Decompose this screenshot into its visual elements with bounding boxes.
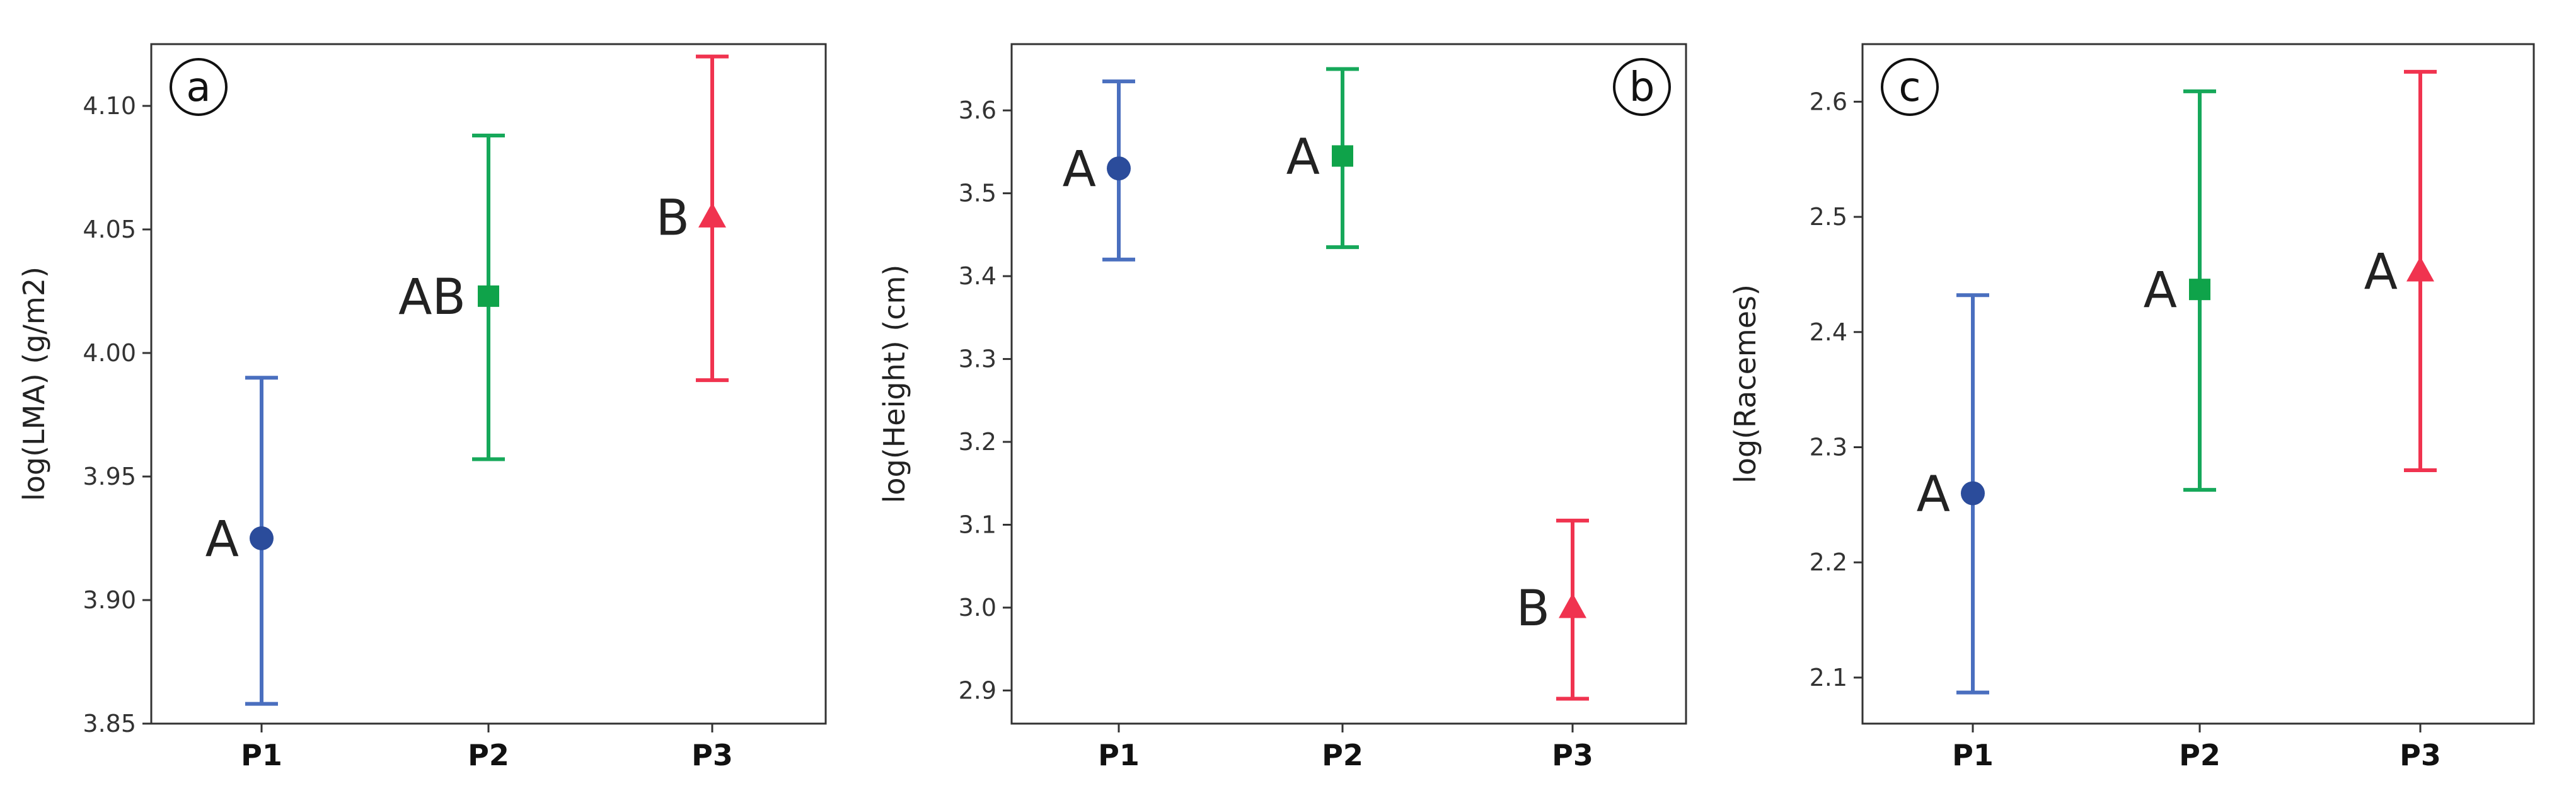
group-letter: A: [1063, 141, 1096, 198]
y-axis-title: log(LMA) (g/m2): [17, 267, 51, 501]
panel-label-badge: c: [1881, 58, 1939, 116]
x-tick-label: P3: [1552, 738, 1593, 772]
y-axis-title: log(Racemes): [1728, 284, 1762, 483]
x-tick-label: P3: [691, 738, 733, 772]
data-point-p2: A: [1286, 67, 1359, 250]
data-point-p3: A: [2364, 69, 2437, 473]
mean-marker-square: [2189, 279, 2210, 301]
panel-label-circle: [1613, 58, 1671, 116]
panel-label-circle: [170, 58, 228, 116]
plot-frame: [1861, 43, 2535, 725]
y-tick-label: 2.1: [1810, 664, 1847, 691]
x-tick-label: P2: [468, 738, 509, 772]
group-letter: B: [656, 190, 690, 246]
y-tick-label: 3.0: [959, 594, 996, 622]
mean-marker-circle: [1961, 481, 1985, 506]
y-tick-label: 3.95: [83, 463, 136, 490]
chart-panel-b: 2.9 3.0 3.1 3.2 3.3 3.4 3.5 3.6 log(Height) (cm)…: [877, 43, 1687, 772]
group-letter: A: [205, 511, 239, 568]
y-tick-label: 3.3: [959, 345, 996, 373]
panel-label-badge: b: [1613, 58, 1671, 116]
chart-panel-a: 3.85 3.90 3.95 4.00 4.05 4.10 log(LMA) (g/m2) P…: [17, 43, 827, 772]
panel-label: c: [1898, 64, 1920, 111]
mean-marker-triangle: [698, 202, 726, 228]
y-tick-label: 2.2: [1810, 548, 1847, 576]
panel-label: b: [1629, 64, 1655, 111]
mean-marker-square: [478, 285, 499, 307]
y-tick-label: 3.1: [959, 511, 996, 538]
group-letter: A: [1917, 466, 1950, 523]
y-tick-label: 3.85: [83, 710, 136, 737]
data-point-p1: A: [1917, 293, 1989, 695]
y-tick-label: 3.5: [959, 180, 996, 207]
mean-marker-triangle: [1559, 593, 1586, 618]
data-point-p2: AB: [398, 134, 505, 461]
x-tick-label: P1: [241, 738, 282, 772]
x-tick-label: P1: [1098, 738, 1140, 772]
group-letter: A: [2144, 262, 2177, 319]
y-tick-label: 4.05: [83, 216, 136, 243]
group-letter: A: [1286, 129, 1320, 185]
mean-marker-circle: [250, 526, 274, 550]
y-tick-label: 2.3: [1810, 433, 1847, 461]
data-point-p3: B: [656, 54, 729, 383]
y-tick-label: 2.6: [1810, 88, 1847, 115]
x-tick-label: P3: [2400, 738, 2441, 772]
y-tick-label: 2.9: [959, 676, 996, 704]
x-tick-label: P1: [1952, 738, 1994, 772]
y-tick-label: 3.4: [959, 262, 996, 290]
y-tick-label: 4.10: [83, 92, 136, 120]
mean-marker-triangle: [2406, 256, 2434, 282]
y-tick-label: 2.5: [1810, 203, 1847, 231]
x-tick-label: P2: [1322, 738, 1363, 772]
data-point-p1: A: [1063, 79, 1135, 262]
group-letter: AB: [398, 269, 466, 326]
panel-label-badge: a: [170, 58, 228, 116]
data-point-p3: B: [1516, 518, 1589, 701]
group-letter: A: [2364, 244, 2398, 301]
y-tick-label: 3.90: [83, 586, 136, 614]
data-point-p2: A: [2144, 89, 2216, 492]
chart-panel-c: 2.1 2.2 2.3 2.4 2.5 2.6 log(Racemes) P1 P2 P3 c A A A: [1728, 43, 2535, 772]
mean-marker-circle: [1107, 156, 1131, 181]
data-point-p1: A: [205, 376, 278, 706]
plot-frame: [1010, 43, 1687, 725]
y-tick-label: 4.00: [83, 339, 136, 367]
x-tick-label: P2: [2179, 738, 2221, 772]
panel-label: a: [186, 64, 211, 111]
panel-label-circle: [1881, 58, 1939, 116]
mean-marker-square: [1332, 145, 1353, 167]
group-letter: B: [1516, 581, 1550, 637]
y-axis-title: log(Height) (cm): [877, 265, 911, 504]
y-tick-label: 2.4: [1810, 318, 1847, 346]
y-tick-label: 3.6: [959, 96, 996, 124]
y-tick-label: 3.2: [959, 428, 996, 456]
